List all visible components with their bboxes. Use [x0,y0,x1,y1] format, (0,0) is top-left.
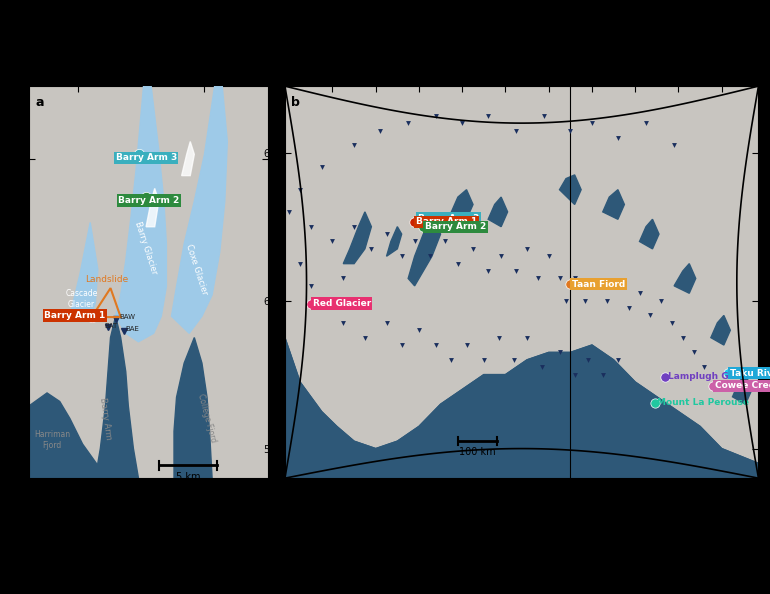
Text: Cowee Creek: Cowee Creek [715,381,770,390]
Text: Mount La Perouse: Mount La Perouse [657,398,748,407]
Point [305,299,317,308]
Polygon shape [451,189,473,219]
Polygon shape [488,197,507,227]
Text: Red Glacier: Red Glacier [313,299,371,308]
Polygon shape [732,375,752,404]
Text: Barry Arm 1: Barry Arm 1 [45,311,105,320]
Text: Barry Arm 2: Barry Arm 2 [425,222,487,231]
Polygon shape [560,175,581,204]
Polygon shape [640,219,659,249]
Polygon shape [95,316,139,478]
Point [140,192,152,202]
Point [417,222,430,232]
Text: Landslide: Landslide [85,275,128,284]
Polygon shape [603,189,624,219]
Text: Taku River: Taku River [730,369,770,378]
Text: BAE: BAE [126,326,139,332]
Polygon shape [343,212,371,264]
Point [659,372,671,381]
Point [133,150,146,159]
Polygon shape [146,188,159,227]
Polygon shape [116,86,166,342]
Point [408,217,420,227]
Point [707,381,719,390]
Polygon shape [174,337,212,478]
Text: Lamplugh Glacier: Lamplugh Glacier [668,372,757,381]
Text: Barry Glacier: Barry Glacier [133,220,159,276]
Text: Coxe Glacier: Coxe Glacier [184,243,209,296]
Text: Barry Arm 3: Barry Arm 3 [418,214,479,223]
Polygon shape [674,264,696,293]
Text: Harriman
Fjord: Harriman Fjord [34,430,70,450]
Text: 5 km: 5 km [176,472,200,482]
Text: Cascade
Glacier: Cascade Glacier [65,289,98,309]
Text: College Fjord: College Fjord [196,393,218,444]
Text: Barry Arm 2: Barry Arm 2 [118,196,179,205]
Polygon shape [285,337,758,478]
Text: 100 km: 100 km [459,447,496,457]
Polygon shape [70,223,98,316]
Polygon shape [285,337,758,478]
Point [648,398,661,407]
Text: Taan Fiord: Taan Fiord [572,280,625,289]
Polygon shape [29,393,108,478]
Text: Barry Arm 1: Barry Arm 1 [416,217,477,226]
Text: BAT: BAT [104,323,117,328]
Point [564,280,577,289]
Text: BAW: BAW [119,314,136,320]
Text: a: a [35,96,44,109]
Polygon shape [711,315,730,345]
Point [722,368,735,378]
Polygon shape [387,227,402,256]
Polygon shape [408,219,440,286]
Polygon shape [182,141,194,176]
Text: b: b [290,96,300,109]
Point [410,216,422,226]
Text: Barry Arm: Barry Arm [98,397,113,440]
Text: Barry Arm 3: Barry Arm 3 [116,153,177,162]
Polygon shape [172,86,227,333]
Point [85,312,98,322]
